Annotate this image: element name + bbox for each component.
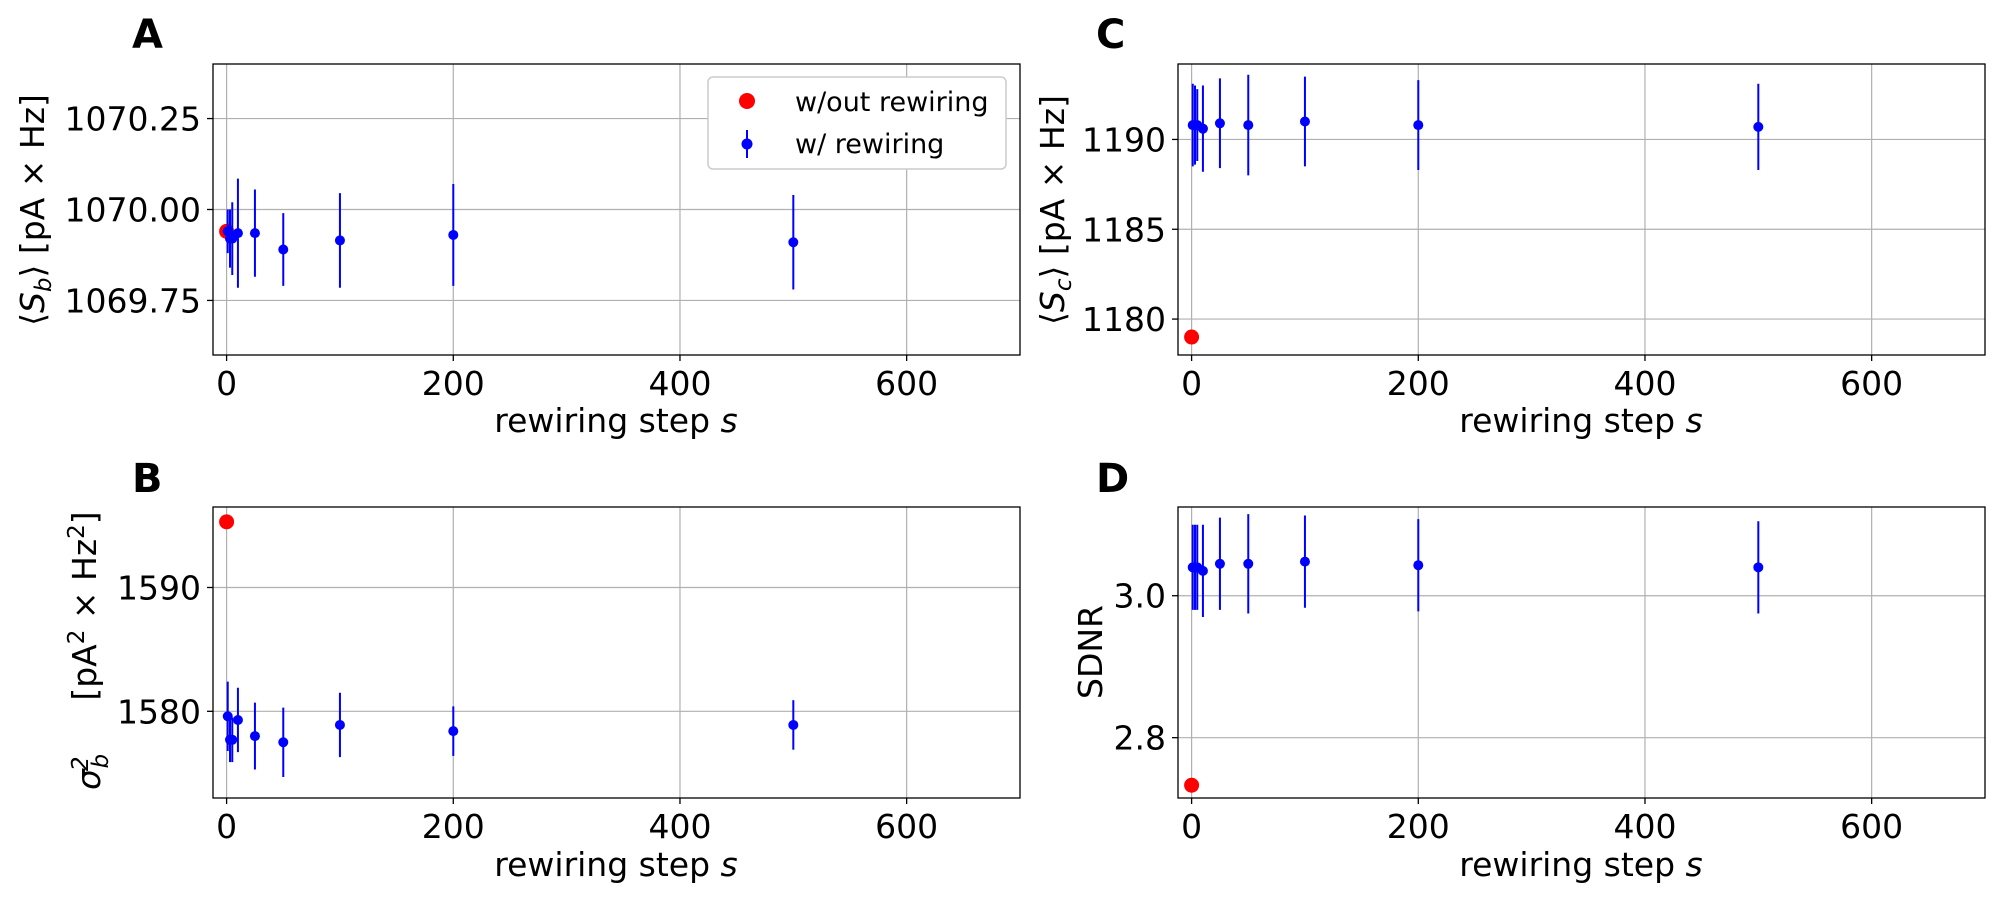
panel-d-y-ticks: 2.8 3.0 [1114,577,1178,758]
panel-b-frame [212,506,1021,799]
panel-b-y-label-sigma: σ2b [68,754,114,790]
panel-b-grid [213,507,1020,798]
x-tick-label: 0 [1181,364,1202,403]
data-point-with-rewiring [1243,120,1254,131]
data-point-with-rewiring [1753,562,1764,573]
panel-d-x-ticks: 0 200 400 600 [1181,798,1903,846]
x-tick-label: 400 [648,364,711,403]
data-point-with-rewiring [334,235,345,246]
x-tick-label: 0 [216,807,237,846]
data-point-without-rewiring [1184,329,1200,345]
panel-b: B 0 200 400 600 1580 1590 rewiring step s σ2… [64,456,1021,884]
data-point-with-rewiring [1243,558,1254,569]
y-tick-label: 1180 [1082,300,1166,339]
data-point-with-rewiring [788,237,799,248]
legend-box [707,76,1007,170]
data-point-without-rewiring [219,514,235,530]
x-tick-label: 200 [1387,364,1450,403]
legend-label-without-rewiring: w/out rewiring [795,87,989,118]
x-tick-label: 600 [875,807,938,846]
data-point-with-rewiring [249,228,260,239]
data-point-with-rewiring [227,734,238,745]
data-point-with-rewiring [788,719,799,730]
panel-d-grid [1178,507,1985,798]
panel-c-x-ticks: 0 200 400 600 [1181,355,1903,403]
data-point-without-rewiring [1184,777,1200,793]
data-point-with-rewiring [1197,123,1208,134]
legend-label-with-rewiring: w/ rewiring [795,129,944,160]
panel-c-x-label: rewiring step s [1459,401,1702,440]
data-point-with-rewiring [278,737,289,748]
data-point-with-rewiring [249,731,260,742]
data-point-with-rewiring [1214,558,1225,569]
y-tick-label: 1185 [1082,210,1166,249]
panel-d: D 0 200 400 600 2.8 3.0 rewiring step s SDNR [1071,456,1986,884]
data-point-with-rewiring [1413,120,1424,131]
data-point-with-rewiring [222,711,233,722]
y-tick-label: 1070.25 [65,100,201,139]
x-tick-label: 600 [875,364,938,403]
x-tick-label: 600 [1840,364,1903,403]
x-tick-label: 0 [216,364,237,403]
panel-c-y-ticks: 1180 1185 1190 [1082,120,1178,339]
data-point-with-rewiring [1299,556,1310,567]
legend-marker-without-rewiring [739,93,755,109]
data-point-with-rewiring [334,719,345,730]
panel-b-y-ticks: 1580 1590 [117,568,213,731]
panel-d-frame [1177,506,1986,799]
x-tick-label: 200 [422,807,485,846]
panel-letter-d: D [1096,456,1129,502]
panel-d-y-label: SDNR [1071,605,1110,699]
panel-c-y-label: ⟨Sc⟩ [pA × Hz] [1033,95,1077,325]
panel-a-x-label: rewiring step s [494,401,737,440]
data-point-with-rewiring [448,229,459,240]
y-tick-label: 1069.75 [65,281,201,320]
y-tick-label: 1580 [117,692,201,731]
x-tick-label: 200 [422,364,485,403]
panel-a-legend: w/out rewiring w/ rewiring [707,76,1007,170]
panel-a: A 0 200 400 600 1069.75 1070.00 1070.25 rewir… [13,12,1021,440]
data-point-with-rewiring [1753,121,1764,132]
data-point-with-rewiring [1413,560,1424,571]
y-tick-label: 1590 [117,568,201,607]
y-tick-label: 1190 [1082,120,1166,159]
data-point-with-rewiring [278,244,289,255]
panel-b-x-ticks: 0 200 400 600 [216,798,938,846]
data-point-with-rewiring [1197,565,1208,576]
data-point-with-rewiring [448,726,459,737]
panel-letter-b: B [132,456,163,502]
x-tick-label: 400 [1613,364,1676,403]
x-tick-label: 200 [1387,807,1450,846]
panel-letter-c: C [1096,12,1125,58]
panel-a-marks [219,178,799,290]
data-point-with-rewiring [1214,118,1225,129]
panel-b-y-label-units: [pA2 × Hz2] [64,511,104,700]
x-tick-label: 0 [1181,807,1202,846]
panel-b-marks [219,514,799,777]
data-point-with-rewiring [232,714,243,725]
data-point-with-rewiring [232,228,243,239]
panel-a-x-ticks: 0 200 400 600 [216,355,938,403]
panel-c-marks [1184,74,1764,345]
panel-d-x-label: rewiring step s [1459,845,1702,884]
panel-a-y-ticks: 1069.75 1070.00 1070.25 [65,100,213,320]
legend-marker-with-rewiring [741,138,753,150]
x-tick-label: 400 [648,807,711,846]
x-tick-label: 600 [1840,807,1903,846]
y-tick-label: 2.8 [1114,719,1166,758]
y-tick-label: 3.0 [1114,577,1166,616]
data-point-with-rewiring [1299,116,1310,127]
panel-d-marks [1184,514,1764,793]
x-tick-label: 400 [1613,807,1676,846]
panel-b-x-label: rewiring step s [494,845,737,884]
y-tick-label: 1070.00 [65,191,201,230]
panel-c-frame [1177,63,1986,356]
panel-letter-a: A [132,12,163,58]
panel-c: C 0 200 400 600 1180 1185 1190 rewiring step … [1033,12,1986,440]
